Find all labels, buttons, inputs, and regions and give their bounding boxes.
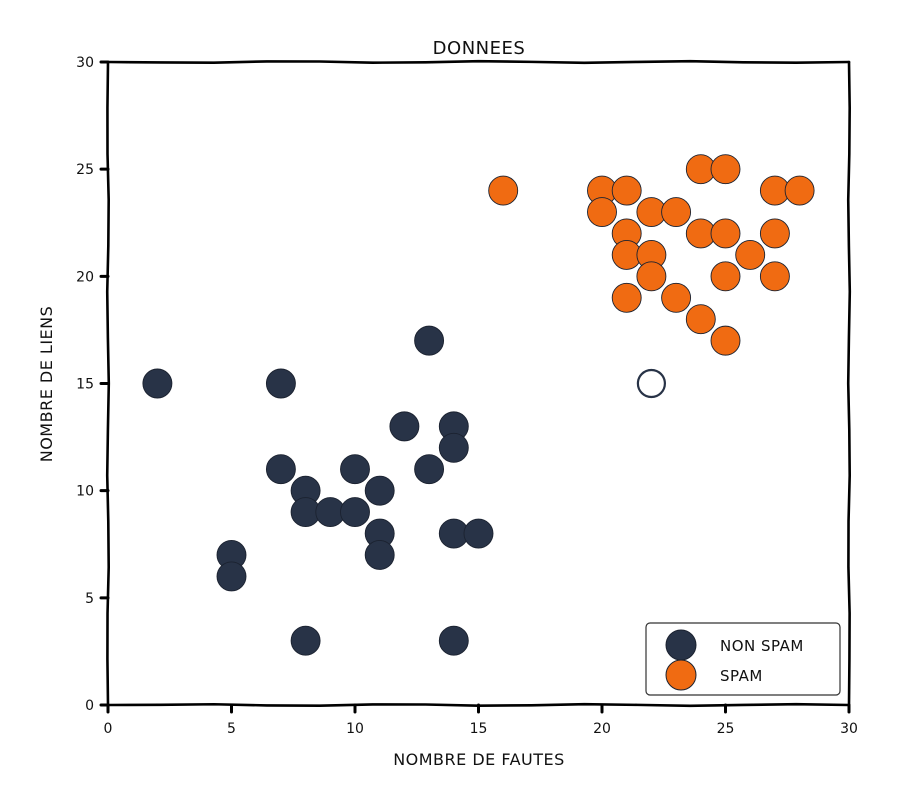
- legend: NON SPAM SPAM: [645, 622, 841, 696]
- spam-point: [784, 175, 815, 206]
- non-spam-point: [142, 368, 173, 399]
- spam-point: [611, 175, 642, 206]
- spam-point: [587, 197, 617, 227]
- highlight-point: [636, 368, 667, 399]
- spam-point: [611, 282, 642, 313]
- spam-point: [710, 325, 741, 356]
- highlight-point-group: [636, 368, 667, 399]
- spam-point: [710, 154, 741, 185]
- series-non-spam: [142, 325, 494, 656]
- spam-point: [735, 239, 766, 270]
- non-spam-point: [389, 411, 420, 442]
- non-spam-point: [216, 561, 247, 592]
- x-axis-label: NOMBRE DE FAUTES: [393, 750, 565, 769]
- non-spam-point: [340, 454, 370, 485]
- data-points: [142, 154, 815, 656]
- non-spam-point: [364, 540, 395, 570]
- y-tick-label: 10: [76, 484, 94, 500]
- y-tick-label: 5: [85, 591, 94, 607]
- spam-point: [661, 282, 692, 313]
- non-spam-point: [265, 368, 296, 399]
- right-frame-line: [846, 60, 852, 707]
- spam-point: [710, 218, 741, 249]
- spam-point: [636, 261, 667, 292]
- x-tick-label: 25: [717, 721, 735, 737]
- non-spam-point: [438, 625, 469, 656]
- x-tick-label: 15: [470, 721, 488, 737]
- non-spam-point: [414, 454, 445, 485]
- y-tick-label: 0: [85, 698, 94, 714]
- legend-label-spam: SPAM: [720, 667, 763, 685]
- y-tick-label: 25: [76, 162, 94, 178]
- non-spam-point: [290, 625, 321, 656]
- x-tick-label: 5: [227, 721, 236, 737]
- chart-title: DONNEES: [433, 38, 526, 59]
- spam-point: [661, 197, 692, 227]
- legend-marker-non-spam: [665, 629, 697, 661]
- x-tick-label: 20: [593, 721, 611, 737]
- non-spam-point: [414, 325, 445, 356]
- legend-label-non-spam: NON SPAM: [720, 637, 804, 655]
- legend-marker-spam: [665, 659, 697, 691]
- series-spam: [488, 154, 815, 356]
- x-tick-label: 10: [346, 721, 364, 737]
- x-tick-label: 30: [840, 721, 858, 737]
- y-tick-label: 30: [76, 55, 94, 71]
- x-tick-label: 0: [104, 721, 113, 737]
- spam-point: [685, 304, 716, 335]
- y-tick-label: 20: [76, 269, 94, 285]
- spam-point: [488, 175, 519, 206]
- non-spam-point: [364, 475, 395, 506]
- y-tick-label: 15: [76, 377, 94, 393]
- non-spam-point: [340, 497, 370, 528]
- non-spam-point: [265, 454, 296, 485]
- non-spam-point: [463, 518, 494, 549]
- spam-point: [759, 218, 790, 249]
- spam-point: [710, 261, 741, 292]
- tick-marks: 0 5 10 15 20 25 30 0 5 10 15 20 25 30: [76, 55, 858, 737]
- top-frame-line: [106, 59, 851, 65]
- y-axis-label: NOMBRE DE LIENS: [37, 306, 56, 463]
- axes: [105, 59, 852, 708]
- non-spam-point: [438, 432, 469, 463]
- spam-point: [759, 261, 790, 292]
